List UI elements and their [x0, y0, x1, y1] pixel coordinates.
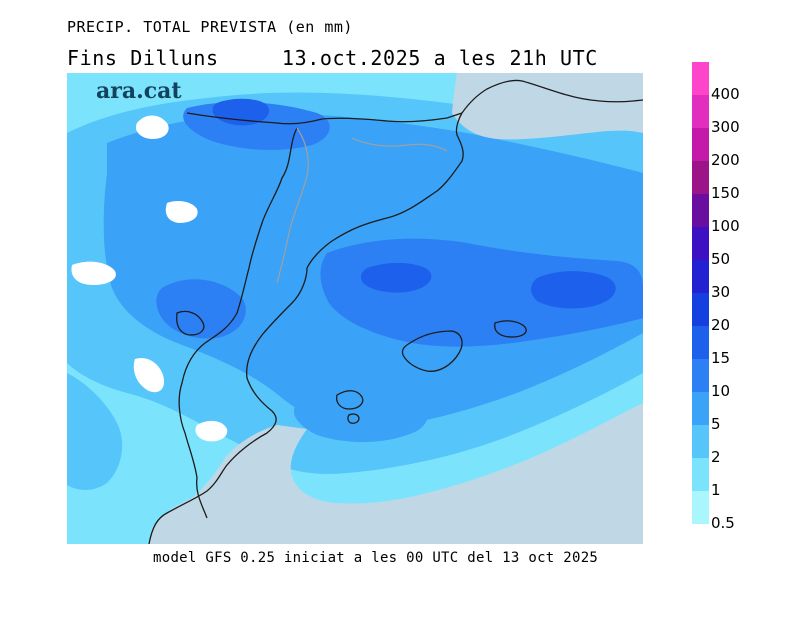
- legend-swatch: [692, 293, 709, 326]
- chart-title: PRECIP. TOTAL PREVISTA (en mm): [67, 18, 353, 36]
- legend-tick-label: 150: [711, 184, 740, 202]
- ara-cat-logo: ara.cat: [96, 78, 182, 104]
- legend-swatch: [692, 161, 709, 194]
- valid-time-line: Fins Dilluns 13.oct.2025 a les 21h UTC: [67, 46, 598, 70]
- precip-5mm-area: [293, 393, 428, 443]
- legend-tick-label: 15: [711, 349, 731, 367]
- precip-2mm-area: [67, 373, 123, 490]
- island-mallorca: [401, 330, 463, 372]
- legend-tick-label: 50: [711, 250, 731, 268]
- coastline: [148, 112, 464, 544]
- legend-tick-label: 300: [711, 118, 740, 136]
- precip-15mm-area: [531, 271, 616, 309]
- region-boundary: [276, 127, 309, 284]
- valid-date-label: 13.oct.2025 a les 21h UTC: [281, 46, 598, 70]
- model-run-caption: model GFS 0.25 iniciat a les 00 UTC del …: [153, 550, 599, 566]
- precipitation-map: [67, 73, 643, 544]
- island-menorca: [494, 320, 527, 338]
- legend-swatch: [692, 392, 709, 425]
- legend-swatch: [692, 227, 709, 260]
- legend-tick-label: 400: [711, 85, 740, 103]
- legend-swatch: [692, 359, 709, 392]
- color-legend: 400 300 200 150 100 50 30 20 15 10 5 2 1 0.5: [692, 62, 800, 532]
- island-formentera: [347, 413, 360, 424]
- dry-pocket: [133, 357, 165, 393]
- dry-pocket: [165, 201, 198, 223]
- legend-tick-label: 20: [711, 316, 731, 334]
- island-ibiza: [335, 390, 364, 410]
- coastline: [176, 310, 205, 336]
- legend-tick-label: 5: [711, 415, 721, 433]
- legend-swatch: [692, 194, 709, 227]
- masked-sea-northeast: [452, 79, 643, 140]
- legend-swatch: [692, 458, 709, 491]
- precip-10mm-area: [156, 279, 246, 339]
- coastline: [186, 112, 463, 125]
- legend-swatch: [692, 95, 709, 128]
- legend-tick-label: 10: [711, 382, 731, 400]
- dry-pocket: [71, 261, 116, 285]
- region-boundary: [351, 137, 448, 152]
- legend-swatch: [692, 491, 709, 524]
- masked-sea-northeast: [452, 73, 643, 113]
- valid-day-label: Fins Dilluns: [67, 46, 219, 70]
- masked-sea-south: [149, 403, 643, 544]
- legend-swatch: [692, 128, 709, 161]
- precip-15mm-area: [360, 262, 432, 293]
- legend-tick-label: 0.5: [711, 514, 735, 532]
- coastline: [461, 79, 643, 114]
- coastline: [178, 127, 298, 519]
- legend-tick-label: 200: [711, 151, 740, 169]
- dry-pocket: [195, 420, 228, 442]
- dry-pocket: [135, 115, 169, 139]
- legend-swatch: [692, 260, 709, 293]
- legend-tick-label: 100: [711, 217, 740, 235]
- legend-swatch: [692, 326, 709, 359]
- legend-tick-label: 30: [711, 283, 731, 301]
- legend-swatch: [692, 62, 709, 95]
- legend-tick-label: 1: [711, 481, 721, 499]
- legend-tick-label: 2: [711, 448, 721, 466]
- legend-swatch: [692, 425, 709, 458]
